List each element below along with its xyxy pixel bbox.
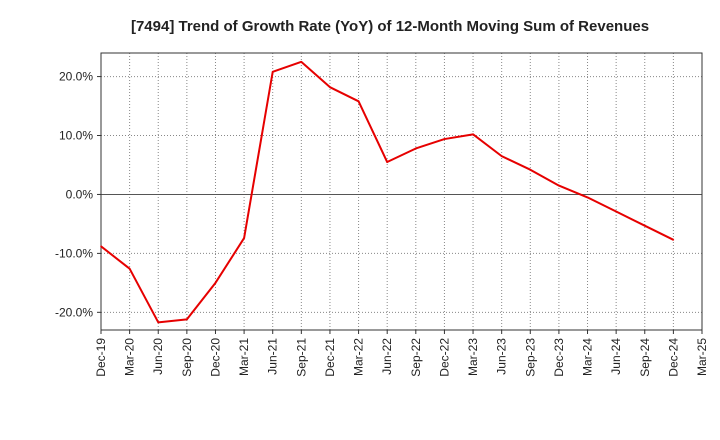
x-tick-label: Mar-23: [466, 338, 480, 376]
grid: [101, 53, 702, 330]
data-point: [558, 184, 560, 187]
data-point: [243, 237, 245, 239]
y-tick-label: 10.0%: [59, 129, 93, 143]
x-tick-label: Dec-24: [666, 338, 680, 377]
x-tick-label: Sep-24: [638, 338, 652, 377]
data-point: [100, 245, 102, 248]
y-tick-label: -20.0%: [55, 305, 93, 319]
x-tick-label: Sep-23: [523, 338, 537, 377]
series-line: [100, 60, 674, 324]
chart-title: [7494] Trend of Growth Rate (YoY) of 12-…: [131, 18, 649, 35]
data-point: [128, 267, 131, 270]
data-point: [271, 71, 274, 73]
x-tick-labels: Dec-19 Mar-20 Jun-20 Sep-20 Dec-20 Mar-21 Jun-…: [94, 338, 709, 377]
data-point: [329, 86, 331, 88]
data-point: [615, 210, 617, 213]
y-tick-label: 0.0%: [66, 187, 94, 201]
x-tick-label: Sep-20: [180, 338, 194, 377]
x-tick-label: Jun-22: [380, 338, 394, 375]
data-point: [529, 168, 532, 171]
x-tick-label: Dec-21: [323, 338, 337, 377]
plot-frame: [100, 52, 703, 331]
x-tick-label: Dec-22: [437, 338, 451, 377]
data-point: [415, 147, 417, 150]
x-tick-label: Jun-24: [609, 338, 623, 375]
x-tick-label: Mar-21: [237, 338, 251, 376]
x-tick-label: Dec-20: [208, 338, 222, 377]
x-tick-label: Jun-20: [151, 338, 165, 375]
y-tick-labels: -20.0% -10.0% 0.0% 10.0% 20.0%: [55, 70, 93, 320]
data-point: [300, 61, 303, 63]
x-tick-label: Dec-19: [94, 338, 108, 377]
y-tick-label: 20.0%: [59, 70, 93, 84]
data-point: [157, 321, 160, 324]
x-tick-label: Mar-20: [123, 338, 137, 376]
data-point: [643, 224, 646, 227]
data-point: [443, 138, 446, 140]
data-point: [586, 196, 589, 199]
data-point: [500, 155, 503, 157]
data-point: [386, 161, 388, 163]
x-tick-label: Sep-21: [294, 338, 308, 377]
x-tick-label: Mar-22: [352, 338, 366, 376]
x-tick-label: Mar-24: [581, 338, 595, 376]
x-tick-label: Sep-22: [409, 338, 423, 377]
y-tick-label: -10.0%: [55, 246, 93, 260]
data-point: [472, 133, 474, 136]
series-layer: [100, 60, 675, 324]
data-point: [186, 318, 188, 321]
axes: [97, 52, 703, 334]
x-tick-label: Mar-25: [695, 338, 709, 376]
x-tick-label: Dec-23: [552, 338, 566, 377]
x-tick-label: Jun-21: [266, 338, 280, 375]
data-point: [214, 282, 217, 284]
x-tick-label: Jun-23: [495, 338, 509, 375]
data-point: [672, 239, 675, 241]
data-point: [357, 100, 360, 103]
